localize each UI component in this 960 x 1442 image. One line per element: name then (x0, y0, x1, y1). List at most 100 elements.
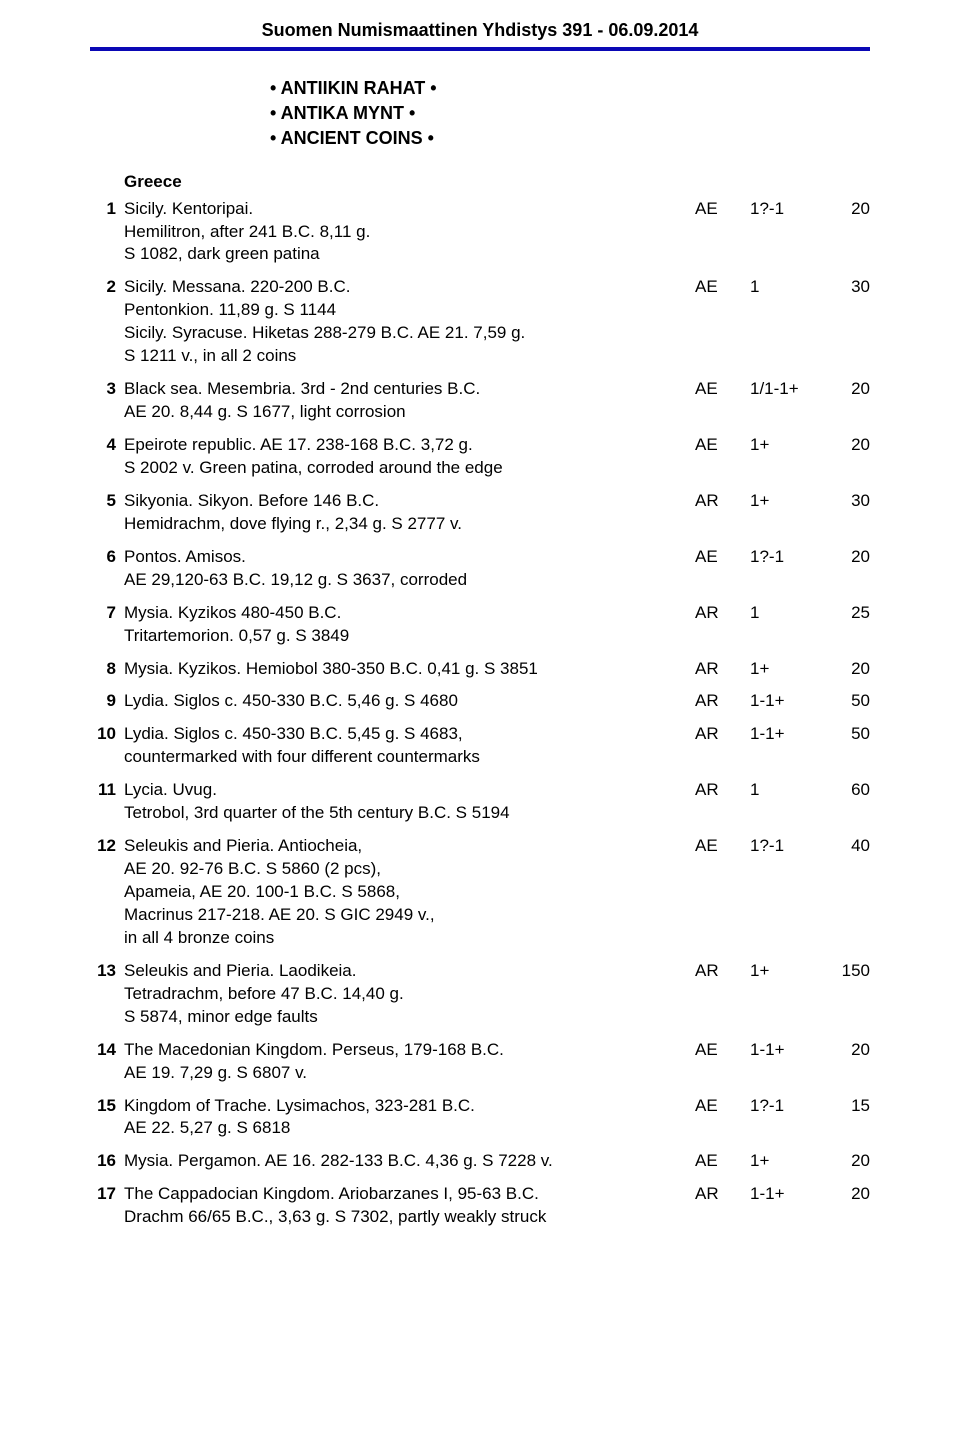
lot-row: 12Seleukis and Pieria. Antiocheia,AE 20.… (90, 835, 870, 950)
lots-list: 1Sicily. Kentoripai.Hemilitron, after 24… (90, 198, 870, 1230)
lot-description: Sicily. Messana. 220-200 B.C.Pentonkion.… (124, 276, 695, 368)
section-line-1: ANTIIKIN RAHAT (270, 76, 870, 101)
lot-metal: AE (695, 1150, 750, 1173)
lot-description: Epeirote republic. AE 17. 238-168 B.C. 3… (124, 434, 695, 480)
lot-number: 2 (90, 276, 124, 299)
lot-description: The Cappadocian Kingdom. Ariobarzanes I,… (124, 1183, 695, 1229)
lot-row: 11Lycia. Uvug.Tetrobol, 3rd quarter of t… (90, 779, 870, 825)
section-heading: ANTIIKIN RAHAT ANTIKA MYNT ANCIENT COINS (270, 76, 870, 152)
lot-description: Mysia. Kyzikos. Hemiobol 380-350 B.C. 0,… (124, 658, 695, 681)
lot-description: Kingdom of Trache. Lysimachos, 323-281 B… (124, 1095, 695, 1141)
lot-description: Mysia. Kyzikos 480-450 B.C.Tritartemorio… (124, 602, 695, 648)
lot-description: Mysia. Pergamon. AE 16. 282-133 B.C. 4,3… (124, 1150, 695, 1173)
lot-metal: AE (695, 276, 750, 299)
lot-grade: 1+ (750, 658, 815, 681)
lot-metal: AR (695, 960, 750, 983)
lot-grade: 1?-1 (750, 1095, 815, 1118)
lot-row: 4Epeirote republic. AE 17. 238-168 B.C. … (90, 434, 870, 480)
lot-row: 3Black sea. Mesembria. 3rd - 2nd centuri… (90, 378, 870, 424)
lot-description: Lycia. Uvug.Tetrobol, 3rd quarter of the… (124, 779, 695, 825)
lot-number: 8 (90, 658, 124, 681)
lot-price: 30 (815, 276, 870, 299)
lot-number: 10 (90, 723, 124, 746)
lot-metal: AE (695, 546, 750, 569)
lot-row: 1Sicily. Kentoripai.Hemilitron, after 24… (90, 198, 870, 267)
lot-metal: AR (695, 723, 750, 746)
lot-description: Black sea. Mesembria. 3rd - 2nd centurie… (124, 378, 695, 424)
lot-row: 15 Kingdom of Trache. Lysimachos, 323-281… (90, 1095, 870, 1141)
lot-grade: 1?-1 (750, 546, 815, 569)
lot-number: 6 (90, 546, 124, 569)
page-title: Suomen Numismaattinen Yhdistys 391 - 06.… (90, 20, 870, 41)
lot-metal: AR (695, 779, 750, 802)
lot-number: 13 (90, 960, 124, 983)
lot-grade: 1+ (750, 1150, 815, 1173)
section-line-3: ANCIENT COINS (270, 126, 870, 151)
lot-price: 20 (815, 1039, 870, 1062)
lot-grade: 1+ (750, 490, 815, 513)
lot-description: Lydia. Siglos c. 450-330 B.C. 5,46 g. S … (124, 690, 695, 713)
lot-row: 16Mysia. Pergamon. AE 16. 282-133 B.C. 4… (90, 1150, 870, 1173)
lot-grade: 1/1-1+ (750, 378, 815, 401)
lot-metal: AE (695, 1039, 750, 1062)
lot-price: 20 (815, 198, 870, 221)
lot-metal: AR (695, 490, 750, 513)
lot-number: 14 (90, 1039, 124, 1062)
lot-number: 1 (90, 198, 124, 221)
lot-grade: 1 (750, 602, 815, 625)
lot-price: 150 (815, 960, 870, 983)
lot-grade: 1+ (750, 434, 815, 457)
lot-row: 5Sikyonia. Sikyon. Before 146 B.C.Hemidr… (90, 490, 870, 536)
lot-price: 20 (815, 378, 870, 401)
lot-grade: 1-1+ (750, 1039, 815, 1062)
lot-grade: 1?-1 (750, 198, 815, 221)
lot-number: 11 (90, 779, 124, 802)
lot-grade: 1+ (750, 960, 815, 983)
lot-metal: AR (695, 602, 750, 625)
lot-number: 5 (90, 490, 124, 513)
lot-price: 60 (815, 779, 870, 802)
lot-row: 9Lydia. Siglos c. 450-330 B.C. 5,46 g. S… (90, 690, 870, 713)
lot-price: 50 (815, 723, 870, 746)
lot-metal: AE (695, 434, 750, 457)
lot-price: 20 (815, 546, 870, 569)
lot-price: 40 (815, 835, 870, 858)
lot-number: 7 (90, 602, 124, 625)
lot-metal: AR (695, 1183, 750, 1206)
lot-description: Sikyonia. Sikyon. Before 146 B.C.Hemidra… (124, 490, 695, 536)
lot-description: The Macedonian Kingdom. Perseus, 179-168… (124, 1039, 695, 1085)
lot-price: 15 (815, 1095, 870, 1118)
lot-number: 4 (90, 434, 124, 457)
lot-grade: 1-1+ (750, 690, 815, 713)
lot-price: 20 (815, 658, 870, 681)
lot-number: 16 (90, 1150, 124, 1173)
lot-grade: 1 (750, 779, 815, 802)
header-rule (90, 47, 870, 51)
lot-description: Sicily. Kentoripai.Hemilitron, after 241… (124, 198, 695, 267)
section-line-2: ANTIKA MYNT (270, 101, 870, 126)
lot-price: 20 (815, 1183, 870, 1206)
lot-number: 17 (90, 1183, 124, 1206)
lot-description: Lydia. Siglos c. 450-330 B.C. 5,45 g. S … (124, 723, 695, 769)
lot-metal: AR (695, 690, 750, 713)
lot-row: 13Seleukis and Pieria. Laodikeia.Tetradr… (90, 960, 870, 1029)
lot-metal: AE (695, 1095, 750, 1118)
lot-row: 14The Macedonian Kingdom. Perseus, 179-1… (90, 1039, 870, 1085)
lot-row: 2Sicily. Messana. 220-200 B.C.Pentonkion… (90, 276, 870, 368)
lot-price: 20 (815, 434, 870, 457)
lot-grade: 1-1+ (750, 723, 815, 746)
lot-metal: AR (695, 658, 750, 681)
lot-metal: AE (695, 378, 750, 401)
lot-price: 30 (815, 490, 870, 513)
lot-number: 12 (90, 835, 124, 858)
lot-number: 3 (90, 378, 124, 401)
lot-row: 6Pontos. Amisos.AE 29,120-63 B.C. 19,12 … (90, 546, 870, 592)
subheading-greece: Greece (124, 172, 870, 192)
lot-grade: 1-1+ (750, 1183, 815, 1206)
lot-price: 50 (815, 690, 870, 713)
lot-row: 10Lydia. Siglos c. 450-330 B.C. 5,45 g. … (90, 723, 870, 769)
lot-price: 25 (815, 602, 870, 625)
lot-grade: 1?-1 (750, 835, 815, 858)
lot-grade: 1 (750, 276, 815, 299)
lot-description: Pontos. Amisos.AE 29,120-63 B.C. 19,12 g… (124, 546, 695, 592)
